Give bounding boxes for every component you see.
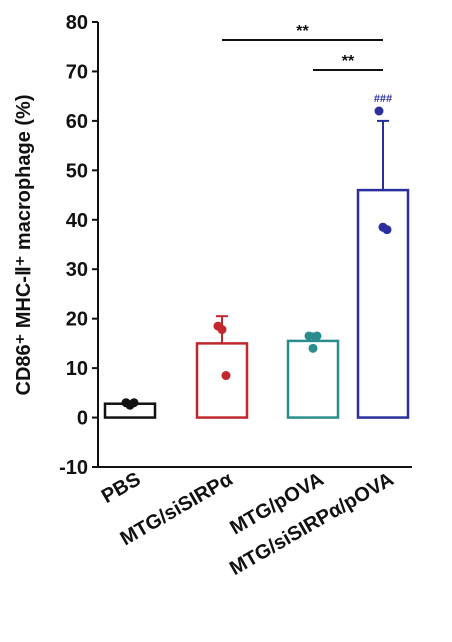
data-point [374,106,384,116]
y-axis-label: CD86⁺ MHC-Ⅱ⁺ macrophage (%) [13,95,35,396]
x-tick-label: PBS [98,468,145,508]
data-point [217,325,227,335]
significance-label: ** [296,23,309,40]
bar [195,342,249,419]
data-point [308,343,318,353]
significance-label: ### [374,93,392,105]
y-tick-label: 80 [66,12,88,34]
data-point [382,225,392,235]
data-point [221,371,231,381]
data-point [304,331,314,341]
significance-label: ** [342,53,355,70]
y-tick-label: 60 [66,111,88,133]
y-tick-label: 40 [66,210,88,232]
y-tick-label: 30 [66,259,88,281]
data-point [312,331,322,341]
data-point [129,398,139,408]
y-tick-label: 70 [66,61,88,83]
y-tick-label: 0 [77,408,88,430]
y-tick-label: 50 [66,160,88,182]
y-tick-label: 20 [66,309,88,331]
y-tick-label: 10 [66,358,88,380]
y-tick-label: -10 [59,457,88,479]
